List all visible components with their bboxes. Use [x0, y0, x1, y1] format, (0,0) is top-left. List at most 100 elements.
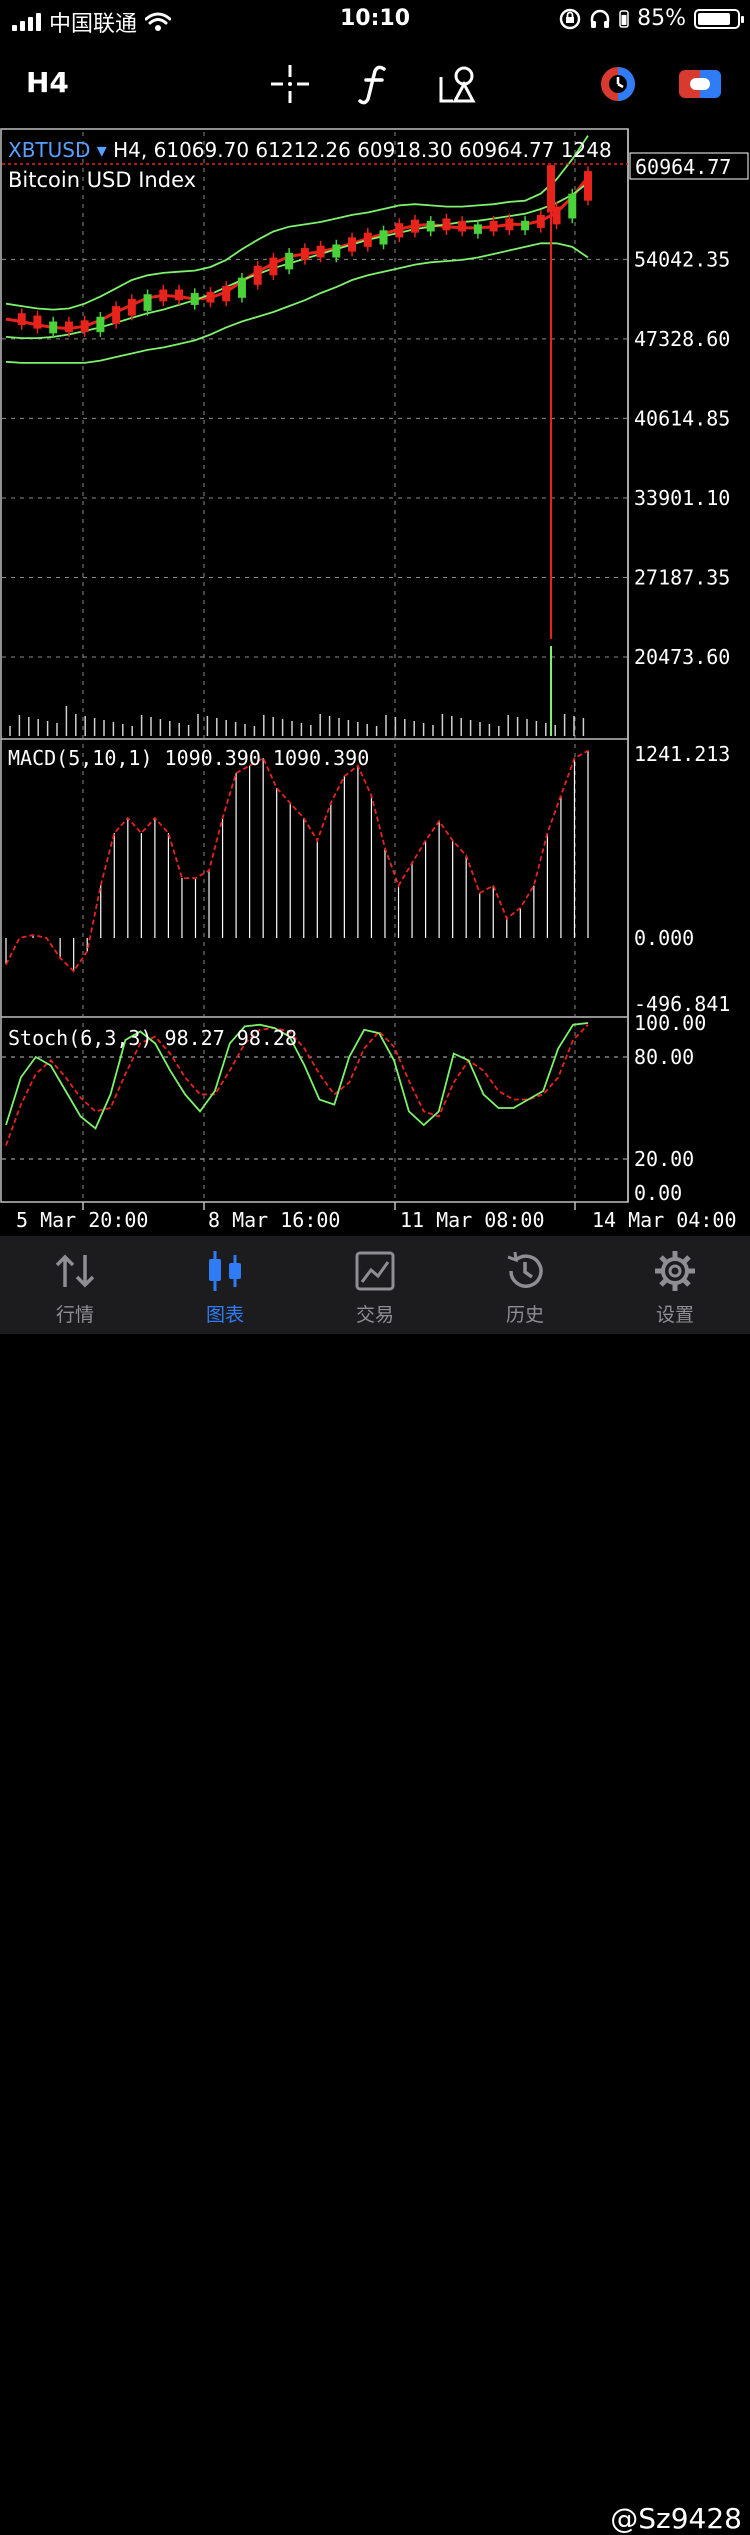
time-tick-label: 8 Mar 16:00: [208, 1208, 340, 1232]
price-tick-label: 0.000: [634, 926, 694, 950]
rotation-lock-icon: [559, 8, 581, 29]
grid: [2, 132, 627, 1200]
price-axis-labels: 54042.35 47328.60 40614.85 33901.10 27187.35…: [634, 247, 730, 1205]
time-axis-labels: 5 Mar 20:00 8 Mar 16:00 11 Mar 08:00 14 Mar…: [16, 1202, 737, 1232]
candle-body: [505, 218, 514, 231]
headphones-icon: [590, 9, 610, 28]
macd-signal-line: [5, 749, 589, 973]
stoch-main-line: [5, 1022, 589, 1130]
signal-icon: [12, 13, 41, 31]
candle-body: [64, 321, 73, 333]
band-middle: [5, 182, 589, 340]
candle-body: [143, 294, 152, 311]
tab-trade[interactable]: 交易: [300, 1236, 450, 1334]
current-price-value: 60964.77: [635, 155, 731, 179]
macd-histogram: [5, 749, 589, 973]
current-price-tag: [629, 152, 749, 180]
price-tick-label: 1241.213: [634, 742, 730, 766]
trade-icon[interactable]: [596, 62, 640, 106]
chart-toolbar: H4: [0, 44, 750, 124]
candle-body: [568, 193, 577, 219]
headphone-battery-icon: [619, 9, 629, 28]
timeframe-button[interactable]: H4: [26, 66, 69, 99]
candle-body: [222, 285, 231, 302]
ohlc-header: H4, 61069.70 61212.26 60918.30 60964.77 …: [113, 138, 612, 162]
candle-body: [552, 206, 561, 225]
candle-body: [584, 171, 592, 201]
tab-label: 图表: [205, 1304, 244, 1326]
tab-label: 历史: [505, 1304, 544, 1326]
stoch-signal-line: [5, 1024, 589, 1146]
candle-body: [237, 277, 246, 298]
candle-body: [410, 219, 419, 233]
price-tick-label: 27187.35: [634, 565, 730, 589]
carrier-name: 中国联通: [49, 12, 138, 37]
candle-body: [348, 237, 357, 252]
settings-icon: [650, 1248, 700, 1294]
candle-body: [206, 291, 215, 303]
quotes-icon: [50, 1248, 100, 1294]
trade-chart-icon: [350, 1248, 400, 1294]
battery-icon: [694, 8, 744, 29]
price-chart[interactable]: 54042.35 47328.60 40614.85 33901.10 27187.35…: [0, 124, 750, 1234]
status-time: 10:10: [339, 6, 411, 31]
tab-history[interactable]: 历史: [450, 1236, 600, 1334]
candle-body: [489, 220, 498, 232]
wifi-icon: [145, 12, 172, 31]
tab-settings[interactable]: 设置: [600, 1236, 750, 1334]
tab-label: 交易: [355, 1304, 394, 1326]
watermark: @Sz9428: [610, 2502, 742, 2535]
candle-body: [547, 165, 555, 213]
status-left: 中国联通: [12, 6, 172, 38]
time-tick-label: 14 Mar 04:00: [592, 1208, 737, 1232]
price-tick-label: 40614.85: [634, 406, 730, 430]
history-icon: [500, 1248, 550, 1294]
candle-body: [426, 220, 435, 232]
time-tick-label: 5 Mar 20:00: [16, 1208, 148, 1232]
candle-body: [269, 257, 278, 276]
account-icon[interactable]: [678, 62, 722, 106]
candle-body: [300, 248, 309, 260]
band-lower: [5, 242, 589, 364]
candle-body: [127, 298, 136, 316]
function-icon[interactable]: [352, 62, 396, 106]
candle-body: [363, 232, 372, 247]
candle-body: [80, 320, 89, 333]
candle-body: [17, 313, 26, 326]
candles: [17, 165, 592, 639]
crosshair-icon[interactable]: [268, 62, 312, 106]
price-tick-label: 47328.60: [634, 327, 730, 351]
candle-body: [190, 293, 199, 305]
candle-body: [379, 230, 388, 245]
stoch-label: Stoch(6,3,3) 98.27 98.28: [8, 1026, 297, 1050]
band-upper: [5, 135, 589, 311]
chart-header: XBTUSD ▾ H4, 61069.70 61212.26 60918.30 …: [8, 138, 612, 162]
candle-body: [49, 321, 58, 334]
candle-body: [473, 224, 482, 234]
candle-body: [521, 220, 530, 231]
candle-body: [458, 220, 467, 232]
candle-body: [285, 252, 294, 270]
price-tick-label: 20.00: [634, 1147, 694, 1171]
price-tick-label: 20473.60: [634, 645, 730, 669]
candle-body: [112, 306, 121, 324]
candle-body: [159, 289, 168, 302]
status-bar: 中国联通 10:10 85%: [0, 0, 750, 44]
tab-quotes[interactable]: 行情: [0, 1236, 150, 1334]
volume-bars: [9, 646, 585, 736]
symbol-label[interactable]: XBTUSD: [8, 138, 90, 162]
price-tick-label: 54042.35: [634, 247, 730, 271]
objects-icon[interactable]: [436, 62, 480, 106]
chart-icon: [200, 1248, 250, 1294]
instrument-name: Bitcoin USD Index: [8, 168, 196, 192]
macd-label: MACD(5,10,1) 1090.390 1090.390: [8, 746, 369, 770]
candle-body: [175, 289, 184, 301]
symbol-dropdown-icon[interactable]: ▾: [90, 138, 113, 162]
candle-body: [536, 214, 545, 228]
stochastic-lines: [2, 1022, 627, 1160]
price-tick-label: 33901.10: [634, 486, 730, 510]
tab-chart[interactable]: 图表: [150, 1236, 300, 1334]
candle-body: [33, 315, 42, 329]
time-tick-label: 11 Mar 08:00: [400, 1208, 545, 1232]
tab-label: 行情: [55, 1304, 94, 1326]
